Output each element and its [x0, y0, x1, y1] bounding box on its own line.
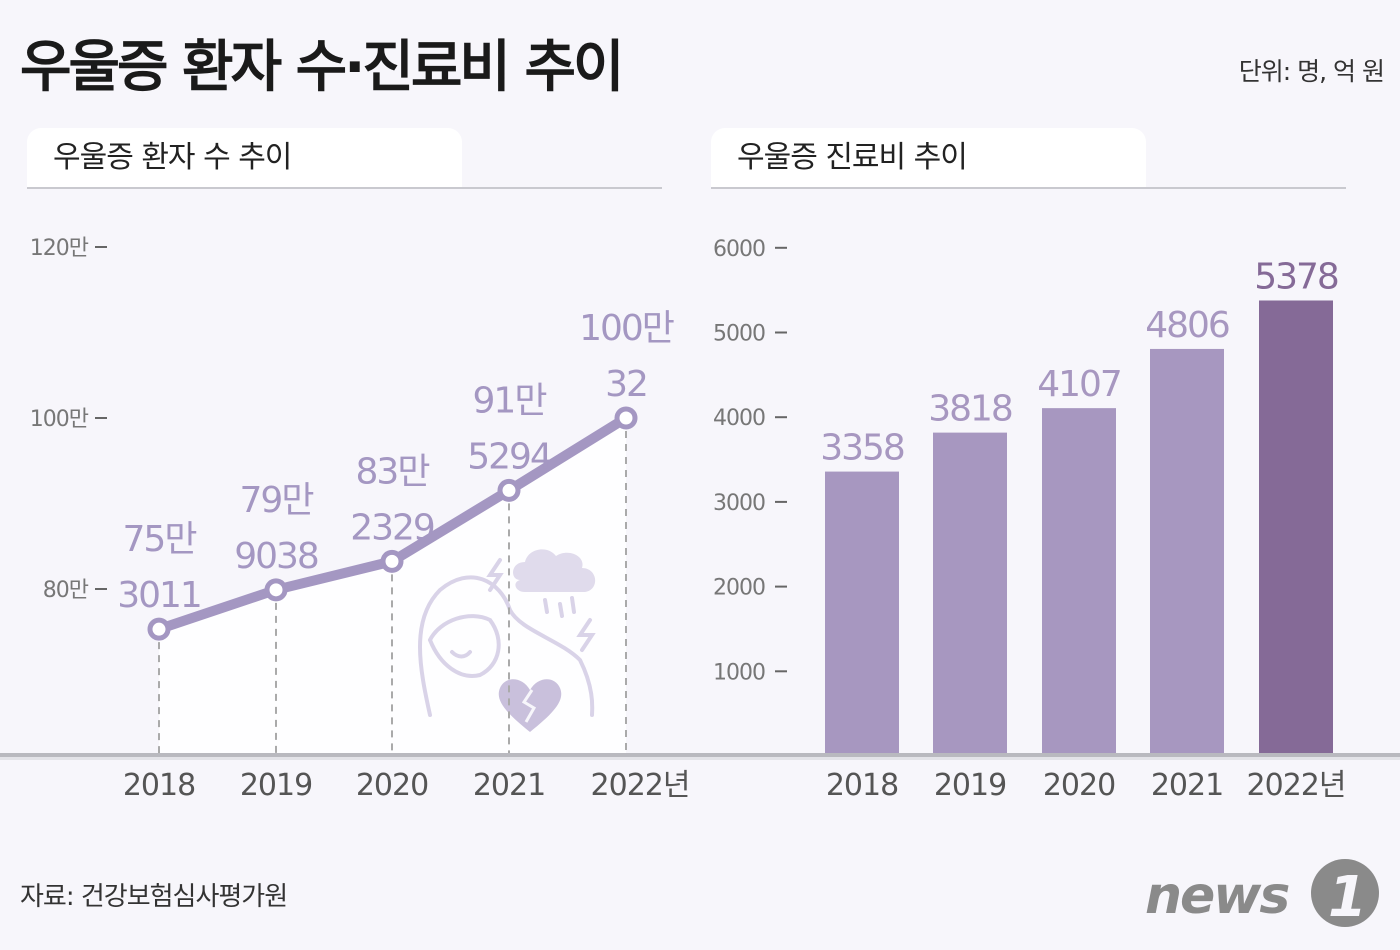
bar-x-tick-label: 2018 — [826, 768, 898, 803]
news1-logo: news 1 — [1145, 858, 1385, 930]
line-data-label-top: 100만 — [579, 308, 674, 349]
line-data-label-top: 91만 — [473, 380, 547, 421]
bar-y-tick-label: 5000 — [713, 322, 765, 347]
line-point — [497, 478, 521, 502]
line-point — [264, 578, 288, 602]
line-y-tick-label: 100만 — [30, 407, 89, 432]
line-data-label-bottom: 5294 — [467, 436, 551, 477]
bar-x-tick-label: 2021 — [1151, 768, 1223, 803]
bar-data-label: 3358 — [820, 428, 904, 469]
svg-text:news: news — [1145, 866, 1289, 926]
line-data-label-bottom: 3011 — [117, 575, 201, 616]
bar-y-tick-label: 4000 — [713, 406, 765, 431]
line-data-label-top: 75만 — [123, 519, 197, 560]
line-point — [614, 406, 638, 430]
bar-x-tick-label: 2022년 — [1247, 768, 1346, 803]
unit-label: 단위: 명, 억 원 — [1238, 57, 1385, 86]
bar-y-tick-label: 6000 — [713, 237, 765, 262]
bar-x-tick-label: 2020 — [1043, 768, 1115, 803]
line-x-tick-label: 2020 — [356, 768, 428, 803]
line-x-tick-label: 2022년 — [591, 768, 690, 803]
rain-cloud-icon — [513, 549, 596, 592]
line-y-tick-label: 80만 — [43, 578, 89, 603]
line-y-tick-label: 120만 — [30, 236, 89, 261]
heart-crack — [521, 689, 537, 723]
line-x-tick-label: 2018 — [123, 768, 195, 803]
baseline-shadow — [0, 757, 1400, 760]
line-data-label-top: 79만 — [240, 480, 314, 521]
line-x-tick-label: 2019 — [240, 768, 312, 803]
line-chart-divider — [27, 187, 662, 189]
bar — [1042, 408, 1116, 753]
bar-data-label: 5378 — [1254, 256, 1338, 297]
bar-x-tick-label: 2019 — [934, 768, 1006, 803]
source-note: 자료: 건강보험심사평가원 — [20, 882, 288, 912]
bar-data-label: 4107 — [1037, 364, 1121, 405]
bar-y-tick-label: 1000 — [713, 660, 765, 685]
svg-text:1: 1 — [1328, 865, 1367, 928]
depressed-person-illustration — [418, 558, 596, 717]
bar-data-label: 4806 — [1145, 305, 1229, 346]
bar-y-tick-label: 2000 — [713, 576, 765, 601]
line-data-label-bottom: 32 — [605, 364, 647, 405]
line-data-label-bottom: 2329 — [350, 507, 434, 548]
bar-chart-title: 우울증 진료비 추이 — [711, 128, 1146, 188]
bar-y-tick-label: 3000 — [713, 491, 765, 516]
bar — [825, 471, 899, 753]
page-title: 우울증 환자 수·진료비 추이 — [20, 35, 624, 100]
bar — [1259, 300, 1333, 753]
line-x-tick-label: 2021 — [473, 768, 545, 803]
baseline — [0, 753, 1400, 757]
bar-data-label: 3818 — [928, 389, 1012, 430]
line-point — [147, 617, 171, 641]
bar — [1150, 348, 1224, 753]
bar — [933, 432, 1007, 753]
bar-chart-divider — [711, 187, 1346, 189]
line-data-label-bottom: 9038 — [234, 536, 318, 577]
line-point — [380, 549, 404, 573]
line-data-label-top: 83만 — [356, 451, 430, 492]
line-chart-title: 우울증 환자 수 추이 — [27, 128, 462, 188]
